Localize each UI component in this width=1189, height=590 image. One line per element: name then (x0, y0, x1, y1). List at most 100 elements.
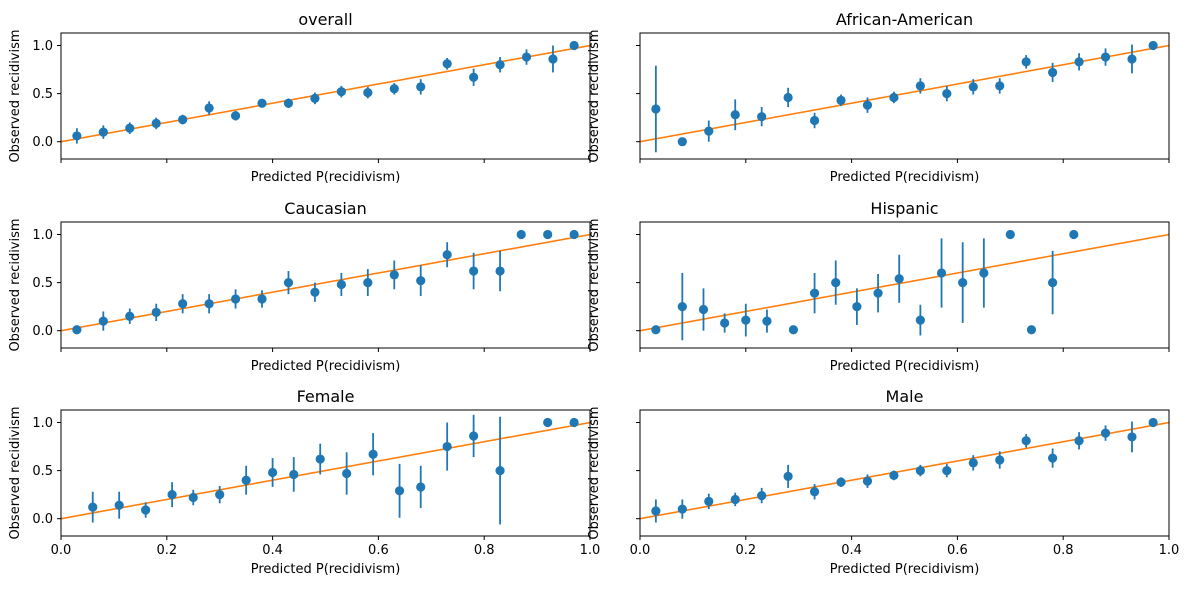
data-point (720, 318, 730, 328)
x-axis-label: Predicted P(recidivism) (830, 170, 980, 185)
data-point (215, 490, 225, 500)
y-tick-label: 1.0 (32, 39, 53, 54)
data-point (979, 268, 989, 278)
data-point (289, 469, 299, 480)
axes-frame (60, 409, 591, 537)
data-point (125, 123, 135, 133)
x-tick-label: 0.2 (156, 543, 177, 558)
x-tick-label: 0.8 (474, 543, 495, 558)
data-point (936, 268, 947, 278)
data-point (543, 417, 553, 428)
data-point (1127, 432, 1137, 442)
data-point (469, 431, 479, 441)
axes-frame (639, 221, 1170, 349)
data-point (416, 482, 426, 492)
data-point (852, 302, 862, 312)
data-point (368, 449, 378, 459)
data-point (569, 417, 579, 428)
x-tick-label: 1.0 (580, 543, 601, 558)
reference-line (640, 44, 1169, 143)
chart-title: African-American (836, 10, 973, 29)
chart-title: Caucasian (284, 199, 366, 218)
data-point (151, 307, 161, 318)
data-point (88, 502, 98, 512)
data-point (942, 465, 952, 476)
data-point (1074, 57, 1084, 67)
data-point (416, 82, 426, 92)
subplot-female: 0.0 0.2 0.4 0.6 0.8 1.0 0.0 0.5 1.0 Female Predict… (8, 387, 600, 577)
data-point (151, 118, 161, 129)
x-axis-label: Predicted P(recidivism) (830, 359, 980, 374)
x-tick-label: 1.0 (1159, 543, 1180, 558)
y-tick-label: 0.0 (32, 324, 53, 339)
data-point (315, 454, 325, 464)
x-tick-label: 0.0 (51, 543, 72, 558)
data-point (704, 496, 714, 506)
data-point (125, 311, 135, 321)
data-point (342, 468, 352, 479)
data-point (757, 491, 767, 501)
x-tick-label: 0.0 (630, 543, 651, 558)
y-axis-label: Observed recidivism (8, 406, 23, 539)
data-point (188, 492, 198, 503)
data-point (569, 229, 579, 240)
data-point (469, 72, 479, 82)
data-point (651, 506, 661, 516)
data-point (257, 98, 267, 108)
chart-title: Hispanic (870, 199, 938, 218)
x-tick-label: 0.4 (262, 543, 283, 558)
data-point (677, 504, 687, 514)
data-point (831, 277, 841, 288)
data-point (257, 294, 267, 304)
x-tick-label: 0.4 (841, 543, 862, 558)
y-tick-label: 0.5 (32, 276, 53, 291)
data-point (1048, 67, 1058, 78)
data-point (862, 476, 873, 486)
data-point (363, 277, 373, 288)
data-point (651, 325, 661, 335)
data-point (915, 81, 925, 91)
axes-frame (60, 221, 591, 349)
chart-title: Male (886, 387, 924, 406)
data-point (873, 288, 883, 298)
data-point (178, 114, 188, 125)
data-point (548, 54, 558, 64)
x-axis-label: Predicted P(recidivism) (251, 359, 401, 374)
data-point (968, 458, 978, 468)
data-point (495, 465, 505, 476)
data-point (809, 115, 820, 126)
data-point (98, 316, 108, 326)
x-tick-label: 0.6 (947, 543, 968, 558)
data-point (178, 299, 188, 309)
data-point (894, 274, 904, 284)
data-point (968, 82, 978, 92)
data-point (230, 111, 241, 121)
x-tick-label: 0.8 (1053, 543, 1074, 558)
data-point (469, 266, 479, 276)
reference-line (61, 421, 590, 520)
y-axis-label: Observed recidivism (8, 29, 23, 162)
data-point (230, 294, 241, 304)
data-point (1069, 229, 1079, 240)
data-point (704, 126, 714, 136)
data-point (995, 455, 1005, 465)
reference-line (640, 421, 1169, 520)
data-point (1048, 453, 1058, 463)
y-axis-label: Observed recidivism (587, 406, 602, 539)
data-point (1127, 54, 1137, 64)
data-point (521, 52, 532, 62)
data-point (241, 475, 251, 485)
data-point (363, 88, 373, 98)
data-point (72, 325, 82, 335)
y-axis-label: Observed recidivism (8, 218, 23, 351)
x-tick-label: 0.6 (368, 543, 389, 558)
data-point (442, 441, 452, 452)
data-point (1148, 40, 1158, 51)
data-point (836, 477, 846, 487)
data-point (783, 92, 793, 103)
y-tick-label: 0.0 (32, 135, 53, 150)
y-tick-label: 0.5 (32, 464, 53, 479)
data-point (336, 87, 346, 97)
y-axis-label: Observed recidivism (587, 29, 602, 162)
